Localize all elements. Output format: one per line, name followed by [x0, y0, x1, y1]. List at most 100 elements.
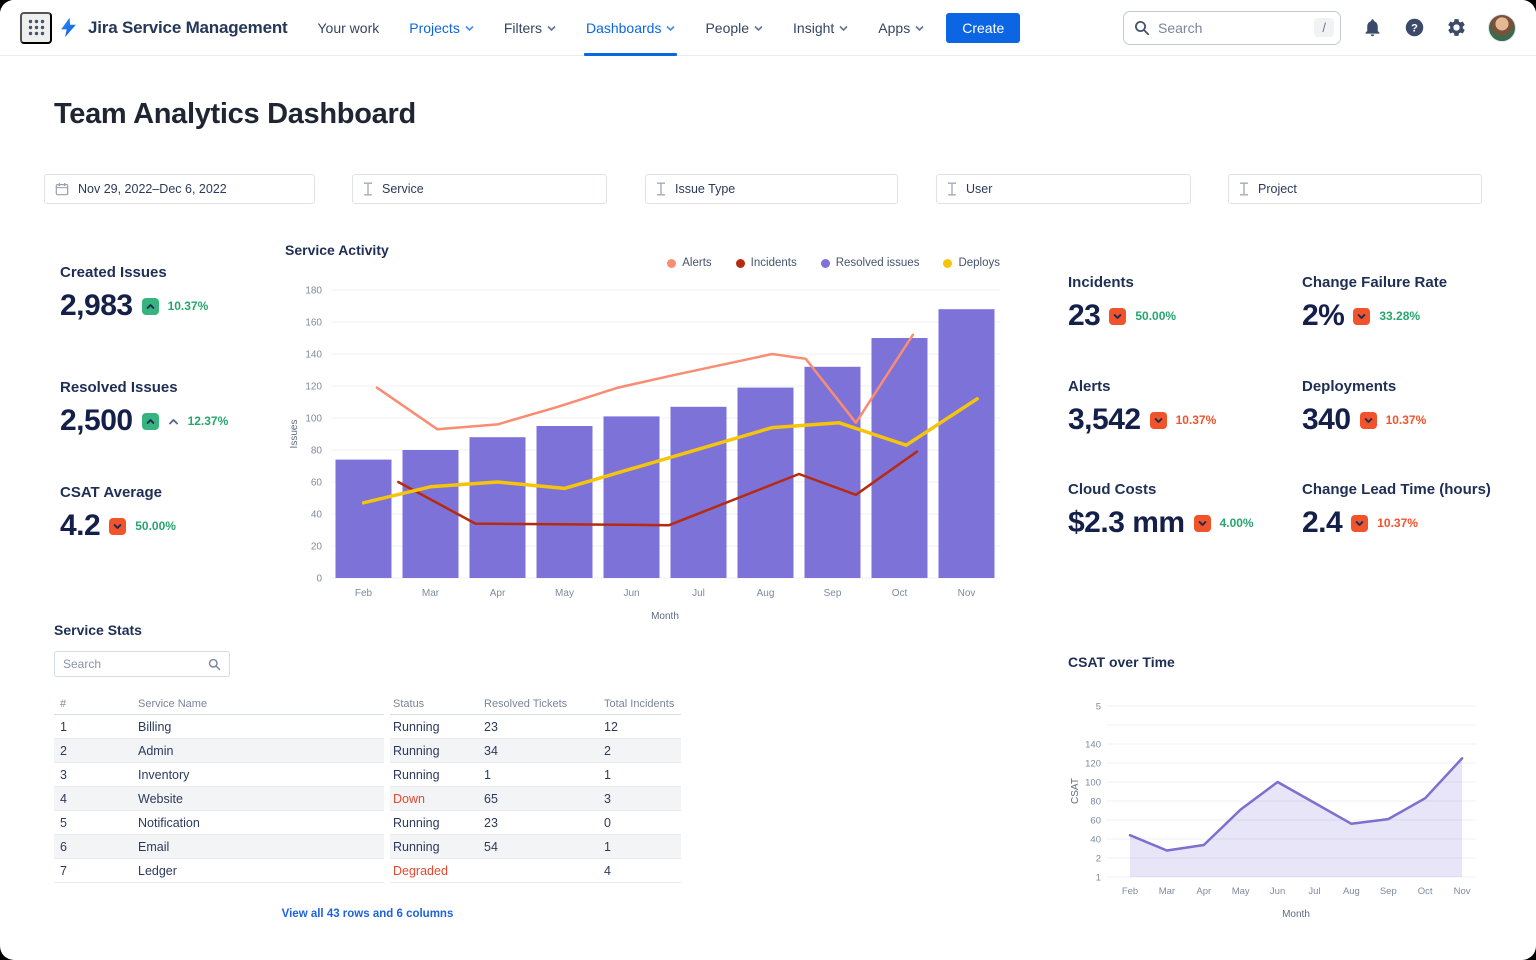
nav-item-your-work[interactable]: Your work [317, 19, 380, 36]
status-value: Running [393, 839, 440, 854]
trend-down-badge [109, 517, 127, 535]
service-stats-search-input[interactable] [63, 657, 202, 671]
global-search[interactable]: / [1123, 10, 1341, 45]
csat-over-time-chart: 1 2 40 60 80 100 120 140 5 Feb Mar Apr May Jun Jul Aug S… [1070, 702, 1476, 920]
settings-gear-icon[interactable] [1446, 17, 1467, 38]
nav-item-apps[interactable]: Apps [878, 0, 924, 56]
help-icon[interactable]: ? [1404, 17, 1425, 38]
trend-down-badge [1193, 514, 1211, 532]
svg-text:40: 40 [1090, 835, 1101, 846]
issue-type-filter-label: Issue Type [675, 182, 736, 196]
svg-text:Jun: Jun [1270, 886, 1285, 897]
search-input[interactable] [1158, 19, 1307, 36]
primary-nav: Your work Projects Filters Dashboards Pe… [318, 0, 925, 56]
service-activity-legend: Alerts Incidents Resolved issues Deploys [285, 257, 1000, 269]
svg-text:Apr: Apr [1196, 886, 1211, 897]
header-actions: / ? [1123, 10, 1516, 45]
project-filter[interactable]: Project [1228, 174, 1482, 204]
legend-dot [735, 258, 745, 268]
brand-logo[interactable]: Jira Service Management [58, 17, 288, 38]
svg-text:120: 120 [1085, 759, 1101, 770]
date-range-filter[interactable]: Nov 29, 2022–Dec 6, 2022 [44, 174, 315, 204]
nav-item-projects[interactable]: Projects [409, 0, 474, 56]
chevron-down-icon [465, 25, 474, 31]
legend-item-resolved-issues[interactable]: Resolved issues [820, 257, 919, 269]
user-avatar[interactable] [1488, 13, 1516, 42]
kpi-created-issues: Created Issues 2,983 10.37% [60, 264, 209, 322]
trend-up-badge [141, 297, 159, 315]
svg-text:Oct: Oct [892, 588, 908, 599]
svg-text:100: 100 [1085, 778, 1101, 789]
view-all-link[interactable]: View all 43 rows and 6 columns [281, 908, 454, 920]
svg-text:Feb: Feb [355, 588, 373, 599]
status-value: Degraded [393, 863, 448, 878]
kpi-delta: 50.00% [1135, 309, 1177, 323]
kpi-value: 4.2 [60, 509, 101, 542]
svg-text:Apr: Apr [490, 588, 506, 599]
kpi-change-failure-rate: Change Failure Rate 2% 33.28% [1302, 274, 1448, 332]
svg-text:5: 5 [1096, 702, 1101, 713]
svg-text:Issues: Issues [289, 420, 300, 449]
date-range-value: Nov 29, 2022–Dec 6, 2022 [78, 182, 227, 196]
table-row: 5 Notification Running 23 0 [54, 811, 681, 835]
svg-text:40: 40 [311, 510, 323, 521]
legend-item-alerts[interactable]: Alerts [667, 257, 712, 269]
table-row: 3 Inventory Running 1 1 [54, 763, 681, 787]
user-filter[interactable]: User [936, 174, 1191, 204]
filter-icon [657, 182, 665, 196]
calendar-icon [55, 183, 69, 196]
kpi-value: 2% [1302, 299, 1345, 332]
svg-text:80: 80 [311, 446, 323, 457]
legend-dot [943, 258, 953, 268]
user-filter-label: User [966, 182, 993, 196]
chevron-down-icon [666, 25, 676, 31]
csat-chart-title: CSAT over Time [1068, 654, 1175, 670]
issue-type-filter[interactable]: Issue Type [645, 174, 898, 204]
legend-dot [667, 258, 677, 268]
chevron-down-icon [754, 25, 763, 31]
status-value: Running [393, 719, 440, 734]
svg-text:Jul: Jul [1308, 886, 1320, 897]
table-header-row: # Service Name Status Resolved Tickets T… [54, 694, 681, 715]
legend-item-deploys[interactable]: Deploys [943, 257, 1000, 269]
svg-text:Month: Month [1282, 909, 1310, 920]
svg-text:0: 0 [316, 574, 322, 585]
kpi-value: 23 [1068, 299, 1101, 332]
kpi-value: 2.4 [1302, 506, 1343, 539]
kpi-delta: 4.00% [1219, 516, 1254, 530]
chevron-down-icon [547, 25, 556, 31]
svg-text:?: ? [1411, 22, 1418, 34]
service-stats-search[interactable] [54, 651, 230, 677]
table-row: 6 Email Running 54 1 [54, 835, 681, 859]
filter-icon [1240, 182, 1248, 196]
kpi-delta: 10.37% [1385, 413, 1427, 427]
app-switcher-icon[interactable] [20, 11, 52, 44]
kpi-delta: 50.00% [135, 519, 176, 533]
nav-item-insight[interactable]: Insight [793, 0, 848, 56]
table-row: 2 Admin Running 34 2 [54, 739, 681, 763]
svg-text:Nov: Nov [958, 588, 976, 599]
notifications-bell-icon[interactable] [1362, 17, 1383, 38]
service-activity-chart-title: Service Activity [285, 242, 389, 258]
service-filter[interactable]: Service [352, 174, 607, 204]
legend-item-incidents[interactable]: Incidents [735, 257, 797, 269]
chevron-down-icon [839, 25, 848, 31]
kpi-alerts: Alerts 3,542 10.37% [1068, 378, 1217, 436]
svg-text:Mar: Mar [1159, 886, 1175, 897]
svg-text:Jul: Jul [692, 588, 705, 599]
svg-text:100: 100 [305, 414, 322, 425]
status-value: Running [393, 815, 440, 830]
kpi-delta: 10.37% [1175, 413, 1217, 427]
trend-down-badge [1359, 411, 1377, 429]
create-button[interactable]: Create [946, 12, 1021, 43]
search-icon [1135, 20, 1150, 35]
filter-icon [364, 182, 372, 196]
trend-down-badge [1353, 307, 1371, 325]
nav-item-filters[interactable]: Filters [504, 0, 556, 56]
svg-text:1: 1 [1096, 873, 1101, 884]
service-stats-table: # Service Name Status Resolved Tickets T… [54, 694, 681, 883]
filter-icon [948, 182, 956, 196]
nav-item-people[interactable]: People [705, 0, 763, 56]
svg-text:May: May [555, 588, 574, 599]
nav-item-dashboards[interactable]: Dashboards [583, 0, 677, 56]
